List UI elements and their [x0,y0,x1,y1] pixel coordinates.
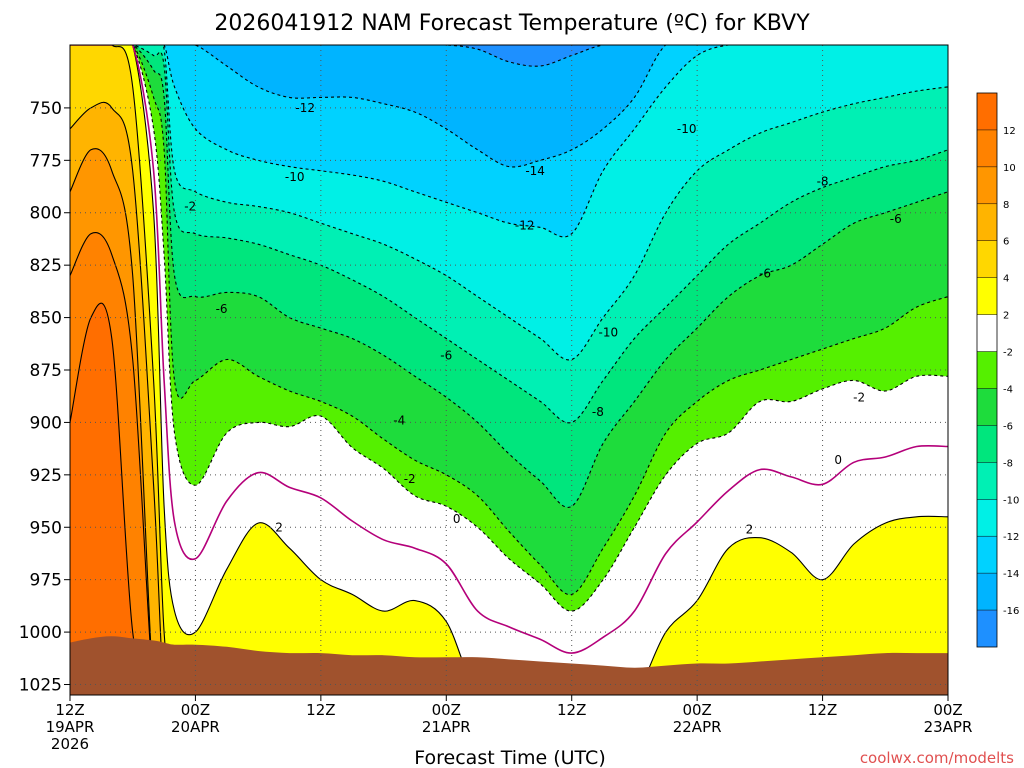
credit-text: coolwx.com/modelts [860,749,1014,767]
colorbar-bin [977,129,997,167]
colorbar-bin [977,536,997,574]
y-tick-label: 875 [30,361,62,381]
x-tick-label: 19APR [46,718,95,736]
colorbar-tick-label: -8 [1003,458,1013,469]
axes: 750 775 800 825 850 875 900 925 950 975 1000 1025 12… [19,44,973,753]
isotherm-6 [70,101,948,695]
terrain-fill [70,636,948,695]
contour-label: -10 [677,122,697,136]
y-tick-label: 1000 [19,623,62,643]
x-tick-label: 20APR [171,718,220,736]
colorbar-tick-label: -10 [1003,495,1019,506]
colorbar-bin [977,462,997,500]
x-tick-label: 12Z [808,701,837,719]
colorbar-tick-label: -2 [1003,348,1013,359]
contour-label: -2 [404,472,416,486]
isotherm-m16 [70,45,948,67]
colorbar-tick-label: 10 [1003,163,1016,174]
x-tick-label: 12Z [557,701,586,719]
isotherm-m4 [70,45,948,595]
contour-label: -12 [515,218,535,232]
contour-label: -6 [216,302,228,316]
temp-band-m14 [70,45,948,167]
plot-area: -12 -10 -14 -12 -10 -8 -6 -2 -6 -6 -6 -10 -8 -4 -2 -2 0 0… [70,45,948,695]
y-tick-label: 900 [30,413,62,433]
colorbar-tick-label: 12 [1003,126,1016,137]
y-tick-label: 800 [30,204,62,224]
colorbar-frame [976,92,998,648]
y-tick-label: 825 [30,256,62,276]
colorbar-bin [977,610,997,647]
colorbar-tick-label: 4 [1003,274,1009,285]
colorbar-bin [977,573,997,611]
contour-label: -10 [598,325,618,339]
temp-band-m16 [70,45,948,67]
x-tick-label: 2026 [51,735,89,753]
y-tick-label: 1025 [19,676,62,696]
x-axis-label: Forecast Time (UTC) [414,747,605,768]
colorbar-bin [977,499,997,537]
freezing-line [70,45,948,654]
contour-label: -10 [285,170,305,184]
colorbar-bin [977,203,997,241]
colorbar-bin [977,93,997,130]
colorbar-tick-label: -16 [1003,606,1019,617]
colorbar-tick-label: -6 [1003,421,1013,432]
contour-label: 0 [834,453,842,467]
colorbar-bin [977,240,997,278]
colorbar-bin [977,277,997,315]
contour-label: -4 [393,413,405,427]
x-tick-label: 22APR [673,718,722,736]
isotherm-m12 [70,45,948,238]
colorbar: -16 -14 -12 -10 -8 -6 -4 -2 2 4 6 8 10 12 [976,92,1019,648]
chart-title: 2026041912 NAM Forecast Temperature (ºC)… [214,11,810,36]
isotherm-m2 [70,45,948,612]
colorbar-tick-label: 6 [1003,237,1009,248]
x-tick-label: 00Z [432,701,461,719]
x-tick-label: 12Z [306,701,335,719]
contour-label: -8 [592,405,604,419]
y-tick-label: 925 [30,466,62,486]
x-tick-label: 23APR [924,718,973,736]
x-tick-label: 00Z [181,701,210,719]
isotherm-2 [70,45,948,695]
colorbar-bin [977,425,997,463]
colorbar-tick-label: 8 [1003,200,1009,211]
x-tick-label: 21APR [422,718,471,736]
contour-label: -14 [525,164,545,178]
x-tick-label: 00Z [682,701,711,719]
contour-label: -6 [759,267,771,281]
contour-label: -12 [295,101,315,115]
contour-label: -6 [440,348,452,362]
isotherm-m8 [70,45,948,424]
y-tick-label: 775 [30,151,62,171]
isotherm-m10 [70,45,948,361]
x-tick-label: 00Z [933,701,962,719]
contour-label: -2 [184,199,196,213]
x-tick-label: 12Z [55,701,84,719]
y-tick-label: 850 [30,309,62,329]
colorbar-tick-label: -14 [1003,569,1019,580]
colorbar-bin [977,351,997,389]
y-tick-label: 975 [30,571,62,591]
contour-label: -2 [853,390,865,404]
colorbar-bin [977,388,997,426]
colorbar-tick-label: -12 [1003,532,1019,543]
colorbar-bin [977,314,997,352]
colorbar-tick-label: 2 [1003,311,1009,322]
contour-label: -6 [890,212,902,226]
contour-label: -8 [817,174,829,188]
contour-label: 0 [453,512,461,526]
contour-label: 2 [275,520,283,534]
isotherm-m14 [70,45,948,168]
isotherm-4 [70,45,948,695]
colorbar-bin [977,166,997,204]
y-tick-label: 950 [30,518,62,538]
colorbar-tick-label: -4 [1003,384,1013,395]
y-tick-label: 750 [30,99,62,119]
isotherm-m6 [70,45,948,508]
contour-label: 2 [746,522,754,536]
